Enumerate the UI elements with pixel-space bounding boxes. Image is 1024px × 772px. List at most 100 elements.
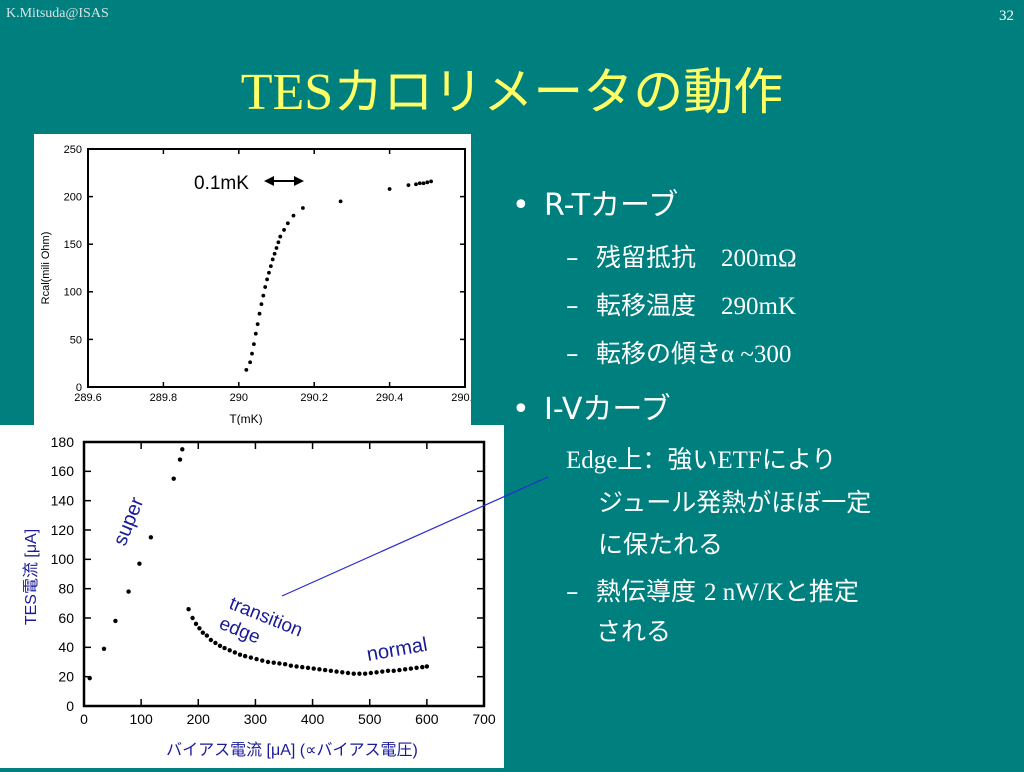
y-tick-label: 0	[76, 382, 82, 394]
x-tick-label: 100	[129, 711, 153, 727]
data-point	[328, 668, 334, 673]
data-point	[294, 664, 299, 669]
y-tick-label: 120	[51, 522, 75, 538]
data-point	[113, 618, 118, 624]
data-point	[265, 277, 269, 282]
data-point	[305, 665, 311, 671]
data-point	[317, 667, 322, 672]
data-point	[421, 181, 426, 186]
data-point	[265, 659, 271, 665]
data-point	[278, 234, 283, 239]
y-tick-label: 0	[66, 698, 74, 714]
slide-title: TESカロリメータの動作	[0, 52, 1024, 124]
data-point	[397, 667, 402, 673]
sub-item-label: と推定	[783, 577, 859, 606]
x-tick-label: 290	[230, 392, 248, 404]
data-point	[300, 664, 305, 670]
sub-item-conductance: – 熱伝導度 2 nW/Kと推定	[566, 577, 859, 606]
data-point	[368, 670, 374, 676]
data-point	[248, 360, 253, 365]
edge-note-line: ジュール発熱がほぼ一定	[598, 488, 872, 517]
data-point	[137, 561, 142, 566]
iv-label-normal: normal	[365, 634, 429, 666]
data-point	[261, 293, 266, 298]
x-tick-label: 200	[187, 711, 211, 727]
edge-note-line: に保たれる	[598, 530, 724, 559]
data-point	[208, 637, 214, 643]
edge-note-part: 上：強い	[617, 445, 718, 474]
x-tick-label: 290.2	[300, 392, 328, 404]
data-point	[267, 270, 271, 275]
data-point	[340, 670, 345, 675]
credit-label: K.Mitsuda@ISAS	[6, 6, 109, 21]
sub-item-label: 転移温度	[596, 291, 722, 320]
data-point	[362, 671, 368, 676]
data-point	[277, 661, 282, 666]
data-point	[190, 615, 195, 621]
data-point	[148, 535, 154, 540]
data-point	[274, 246, 279, 250]
page-number: 32	[999, 8, 1014, 24]
y-tick-label: 140	[51, 493, 75, 509]
data-point	[251, 342, 256, 347]
iv-chart-panel: 0 100 200 300 400 500 600 700 0 20 40 60 80 100 120 140…	[0, 425, 504, 768]
data-point	[227, 648, 232, 653]
x-tick-label: 289.8	[150, 392, 178, 404]
data-point	[338, 199, 343, 204]
bullet-dot: •	[512, 392, 530, 427]
x-tick-label: 290.4	[376, 392, 404, 404]
edge-note-part: ETF	[717, 447, 762, 474]
data-point	[414, 665, 419, 671]
x-tick-label: 500	[358, 711, 382, 727]
data-point	[417, 181, 422, 186]
data-point	[186, 607, 191, 612]
data-point	[260, 658, 265, 663]
data-point	[374, 670, 379, 675]
data-point	[300, 206, 305, 210]
data-point	[402, 667, 408, 672]
data-point	[200, 630, 206, 635]
x-tick-label: 300	[244, 711, 268, 727]
data-point	[429, 179, 433, 184]
y-tick-label: 150	[64, 239, 82, 251]
bullet-dot: •	[512, 188, 530, 223]
sub-item-value: 200mΩ	[721, 245, 797, 272]
data-point	[408, 666, 414, 671]
data-point	[244, 367, 249, 372]
data-point	[291, 213, 296, 218]
x-tick-label: 700	[472, 711, 496, 727]
sub-item-label: 転移の傾き	[596, 339, 722, 368]
sub-item-value: 2 nW/K	[703, 579, 784, 606]
x-tick-label: 0	[80, 711, 88, 727]
rt-plot-frame	[87, 148, 466, 388]
data-point	[351, 671, 356, 676]
y-tick-label: 80	[58, 581, 74, 597]
double-arrow-icon	[264, 176, 304, 186]
data-point	[288, 663, 294, 668]
sub-item-transition-temp: – 転移温度 290mK	[566, 291, 797, 320]
bullet-rt-label: R-Tカーブ	[544, 188, 679, 223]
y-tick-label: 100	[51, 551, 75, 567]
y-tick-label: 50	[70, 334, 82, 346]
edge-note-part: により	[761, 445, 837, 474]
data-point	[272, 251, 277, 256]
rt-chart-panel: 289.6 289.8 290 290.2 290.4 290.6 0 50 100 150 200…	[34, 134, 479, 428]
y-tick-label: 40	[58, 639, 74, 655]
sub-item-label: 熱伝導度	[596, 577, 704, 606]
data-point	[271, 660, 276, 665]
x-tick-label: 290.6	[451, 392, 471, 404]
y-tick-label: 20	[58, 669, 74, 685]
data-point	[282, 228, 286, 232]
title-latin: TES	[240, 64, 334, 121]
data-point	[357, 671, 362, 676]
data-point	[101, 646, 107, 651]
data-point	[311, 666, 316, 671]
y-tick-label: 60	[58, 610, 74, 626]
data-point	[197, 626, 202, 631]
data-point	[254, 656, 259, 662]
data-point	[232, 650, 238, 655]
y-tick-label: 160	[51, 463, 75, 479]
data-point	[259, 302, 264, 307]
iv-xlabel: バイアス電流 [μA] (∝バイアス電圧)	[166, 741, 418, 759]
data-point	[414, 182, 418, 187]
